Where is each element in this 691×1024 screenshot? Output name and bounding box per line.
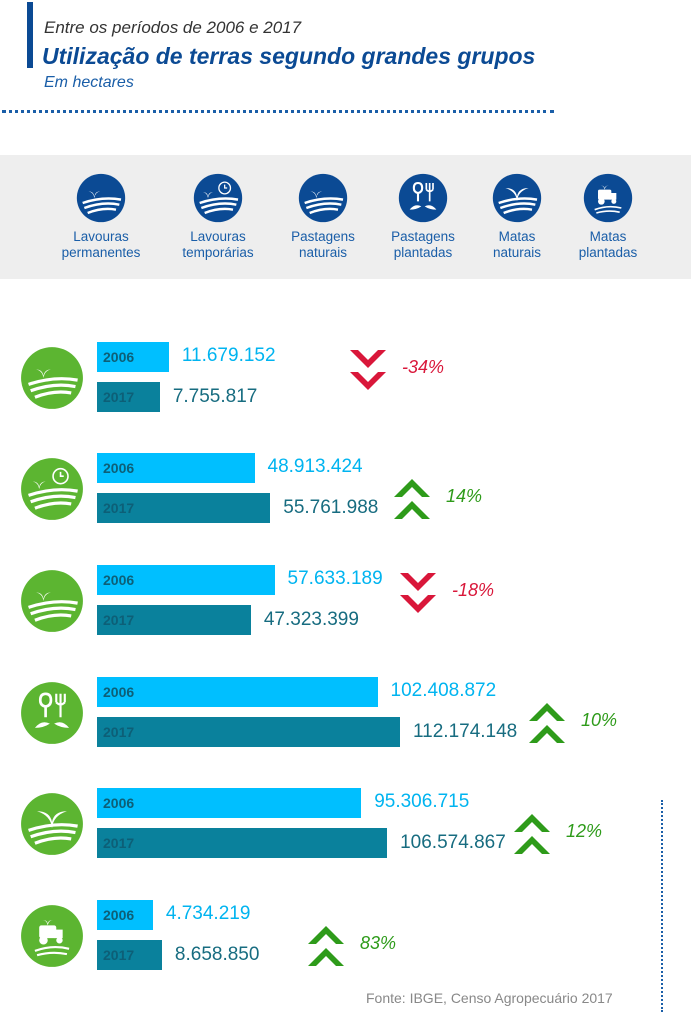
value-label-2006: 95.306.715 <box>374 791 470 812</box>
bar-year-label: 2006 <box>103 795 135 811</box>
legend-item: Lavouras permanentes <box>46 173 156 261</box>
value-label-2017: 7.755.817 <box>172 386 258 407</box>
tree-field-icon <box>20 792 84 861</box>
title-accent-bar <box>27 2 33 68</box>
sprout-clock-field-icon <box>20 457 84 526</box>
legend-label-line1: Matas <box>498 229 536 244</box>
dotted-divider <box>2 110 554 113</box>
bar-2006: 2006 <box>97 453 255 483</box>
value-label-2006: 57.633.189 <box>287 568 383 589</box>
legend-label-line1: Pastagens <box>291 229 355 244</box>
bar-year-label: 2017 <box>103 724 135 740</box>
bar-2017: 2017 <box>97 382 160 412</box>
bar-year-label: 2006 <box>103 460 135 476</box>
legend-item: Pastagens naturais <box>268 173 378 261</box>
value-label-2006: 48.913.424 <box>267 456 363 477</box>
legend-item: Matas naturais <box>462 173 572 261</box>
tractor-icon <box>553 173 663 223</box>
legend-panel: Lavouras permanentes Lavouras temporárias … <box>0 155 691 279</box>
legend-label: Lavouras permanentes <box>46 229 156 261</box>
bar-year-label: 2017 <box>103 389 135 405</box>
pasture-field-icon <box>20 569 84 638</box>
legend-label: Matas plantadas <box>553 229 663 261</box>
sprout-clock-field-icon <box>163 173 273 223</box>
double-chevron-down-icon <box>400 573 436 613</box>
legend-item: Matas plantadas <box>553 173 663 261</box>
bar-2017: 2017 <box>97 605 251 635</box>
sprout-field-icon <box>20 346 84 415</box>
legend-label-line1: Pastagens <box>391 229 455 244</box>
legend-label: Matas naturais <box>462 229 572 261</box>
double-chevron-down-icon <box>350 350 386 390</box>
bar-year-label: 2006 <box>103 684 135 700</box>
change-percent: 10% <box>581 710 618 730</box>
shovel-fork-icon <box>20 681 84 750</box>
change-percent: -18% <box>452 580 495 600</box>
bar-year-label: 2017 <box>103 500 135 516</box>
tree-field-icon <box>462 173 572 223</box>
bar-year-label: 2017 <box>103 835 135 851</box>
chart-title: Utilização de terras segundo grandes gru… <box>42 43 536 69</box>
legend-item: Lavouras temporárias <box>163 173 273 261</box>
bar-2006: 2006 <box>97 900 153 930</box>
double-chevron-up-icon <box>308 926 344 966</box>
bar-year-label: 2006 <box>103 907 135 923</box>
change-percent: 83% <box>360 933 397 953</box>
shovel-fork-icon <box>368 173 478 223</box>
double-chevron-up-icon <box>529 703 565 743</box>
bar-2006: 2006 <box>97 565 275 595</box>
pasture-field-icon <box>268 173 378 223</box>
value-label-2006: 102.408.872 <box>390 680 497 701</box>
value-label-2017: 47.323.399 <box>263 609 359 630</box>
unit-label: Em hectares <box>44 74 134 91</box>
bar-2017: 2017 <box>97 493 271 523</box>
value-label-2017: 55.761.988 <box>283 497 379 518</box>
value-label-2017: 8.658.850 <box>174 944 260 965</box>
legend-label: Lavouras temporárias <box>163 229 273 261</box>
legend-label-line2: plantadas <box>578 245 638 260</box>
dotted-vertical-divider <box>661 800 663 1012</box>
bar-year-label: 2006 <box>103 349 135 365</box>
bar-2017: 2017 <box>97 828 388 858</box>
change-percent: 14% <box>446 486 483 506</box>
legend-label-line2: naturais <box>492 245 542 260</box>
bar-2017: 2017 <box>97 717 400 747</box>
bar-year-label: 2017 <box>103 947 135 963</box>
legend-label-line2: permanentes <box>61 245 141 260</box>
bar-2006: 2006 <box>97 342 169 372</box>
sprout-field-icon <box>46 173 156 223</box>
value-label-2017: 112.174.148 <box>413 721 518 742</box>
value-label-2006: 11.679.152 <box>181 345 276 366</box>
legend-label-line1: Lavouras <box>190 229 246 244</box>
legend-label: Pastagens plantadas <box>368 229 478 261</box>
tractor-icon <box>20 904 84 973</box>
legend-label-line1: Lavouras <box>73 229 129 244</box>
subtitle: Entre os períodos de 2006 e 2017 <box>44 18 302 37</box>
legend-label-line1: Matas <box>589 229 627 244</box>
legend-label: Pastagens naturais <box>268 229 378 261</box>
source-note: Fonte: IBGE, Censo Agropecuário 2017 <box>366 990 613 1006</box>
double-chevron-up-icon <box>514 814 550 854</box>
value-label-2017: 106.574.867 <box>400 832 506 853</box>
legend-label-line2: plantadas <box>393 245 453 260</box>
value-label-2006: 4.734.219 <box>165 903 251 924</box>
legend-label-line2: naturais <box>298 245 348 260</box>
change-percent: -34% <box>402 357 445 377</box>
legend-item: Pastagens plantadas <box>368 173 478 261</box>
bar-2006: 2006 <box>97 788 362 818</box>
bar-2017: 2017 <box>97 940 162 970</box>
change-percent: 12% <box>566 821 603 841</box>
bar-year-label: 2006 <box>103 572 135 588</box>
bar-2006: 2006 <box>97 677 378 707</box>
bar-year-label: 2017 <box>103 612 135 628</box>
double-chevron-up-icon <box>394 479 430 519</box>
legend-label-line2: temporárias <box>182 245 254 260</box>
